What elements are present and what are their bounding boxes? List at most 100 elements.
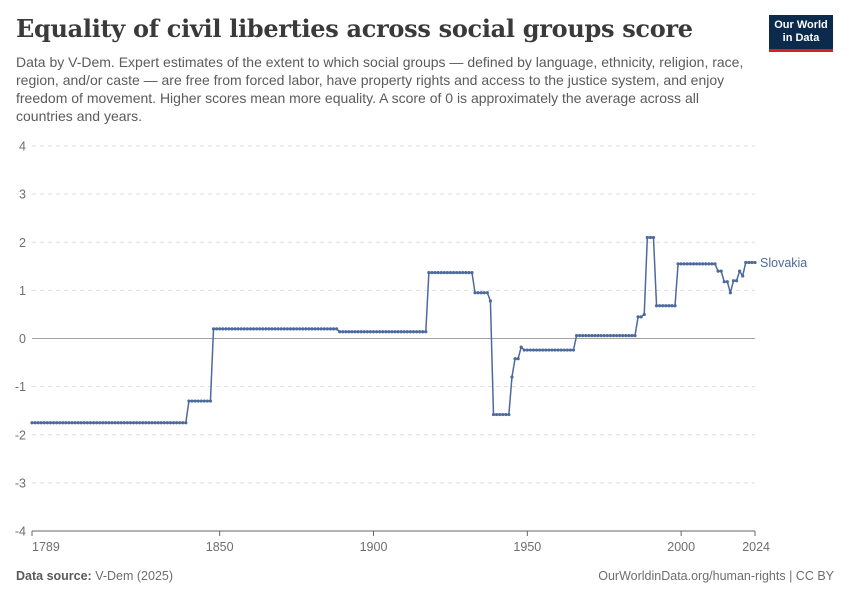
data-point bbox=[58, 421, 62, 425]
chart-subtitle: Data by V-Dem. Expert estimates of the e… bbox=[16, 54, 744, 124]
data-point bbox=[338, 330, 342, 334]
data-point bbox=[593, 334, 597, 338]
data-point bbox=[233, 327, 237, 331]
data-point bbox=[568, 348, 573, 352]
data-point bbox=[611, 334, 616, 338]
data-point bbox=[125, 421, 129, 425]
data-point bbox=[661, 304, 665, 308]
data-point bbox=[534, 348, 539, 352]
data-point bbox=[104, 421, 108, 425]
data-point bbox=[156, 421, 160, 425]
data-point bbox=[581, 334, 585, 338]
data-point bbox=[165, 421, 169, 425]
data-point bbox=[682, 262, 686, 266]
data-point bbox=[451, 270, 456, 275]
x-tick-label: 1900 bbox=[360, 540, 388, 554]
data-point bbox=[522, 348, 526, 352]
data-point bbox=[322, 327, 326, 331]
data-point bbox=[461, 270, 465, 275]
footer-link[interactable]: OurWorldinData.org/human-rights | CC BY bbox=[598, 569, 834, 583]
data-point bbox=[64, 421, 68, 425]
data-point bbox=[510, 375, 514, 379]
data-point bbox=[418, 330, 422, 334]
data-point bbox=[464, 270, 468, 275]
data-point bbox=[722, 280, 726, 284]
data-point bbox=[648, 235, 653, 240]
data-point bbox=[707, 262, 711, 266]
data-point bbox=[562, 348, 566, 352]
data-point bbox=[116, 421, 120, 425]
data-point bbox=[473, 291, 477, 295]
data-point bbox=[334, 327, 339, 331]
data-point bbox=[368, 330, 373, 334]
data-point bbox=[651, 235, 656, 240]
data-point bbox=[396, 330, 400, 334]
data-point bbox=[673, 304, 677, 308]
data-point bbox=[387, 330, 391, 334]
data-point bbox=[73, 421, 77, 425]
data-point bbox=[485, 291, 489, 295]
data-point bbox=[479, 291, 483, 295]
data-point bbox=[184, 421, 188, 425]
data-point bbox=[584, 334, 588, 338]
data-point bbox=[513, 357, 517, 361]
data-point bbox=[331, 327, 336, 331]
data-point bbox=[313, 327, 317, 331]
data-source-value[interactable]: V-Dem (2025) bbox=[95, 569, 174, 583]
data-point bbox=[171, 421, 176, 425]
data-point bbox=[113, 421, 117, 425]
data-point bbox=[110, 421, 114, 425]
y-tick-label: 4 bbox=[19, 140, 26, 154]
data-point bbox=[276, 327, 280, 331]
data-point bbox=[670, 304, 674, 308]
data-point bbox=[178, 421, 182, 425]
data-point bbox=[630, 334, 634, 338]
data-point bbox=[734, 279, 739, 283]
data-point bbox=[578, 334, 582, 338]
data-point bbox=[79, 421, 83, 425]
data-point bbox=[273, 327, 277, 331]
data-point bbox=[282, 327, 286, 331]
data-point bbox=[264, 327, 268, 331]
data-point bbox=[304, 327, 308, 331]
data-point bbox=[556, 348, 560, 352]
data-point bbox=[350, 330, 354, 334]
data-point bbox=[202, 399, 206, 403]
data-point bbox=[70, 421, 74, 425]
data-point bbox=[719, 269, 723, 273]
data-point bbox=[270, 327, 274, 331]
data-point bbox=[371, 330, 376, 334]
y-tick-label: 0 bbox=[19, 332, 26, 346]
data-point bbox=[405, 330, 409, 334]
data-point bbox=[378, 330, 382, 334]
y-tick-label: -3 bbox=[15, 476, 26, 490]
series-line-slovakia bbox=[32, 236, 755, 424]
y-tick-label: -4 bbox=[15, 525, 26, 539]
data-point bbox=[550, 348, 554, 352]
data-point bbox=[291, 327, 296, 331]
owid-logo[interactable]: Our World in Data bbox=[769, 15, 833, 52]
y-tick-label: -1 bbox=[15, 380, 26, 394]
data-point bbox=[144, 421, 148, 425]
data-point bbox=[359, 330, 363, 334]
data-point bbox=[747, 260, 751, 265]
data-point bbox=[168, 421, 173, 425]
data-point bbox=[119, 421, 123, 425]
data-point bbox=[187, 399, 191, 403]
data-point bbox=[39, 421, 43, 425]
data-point bbox=[467, 270, 471, 275]
data-point bbox=[384, 330, 388, 334]
data-point bbox=[587, 334, 591, 338]
data-point bbox=[639, 315, 643, 319]
data-point bbox=[421, 330, 425, 334]
data-point bbox=[153, 421, 157, 425]
data-point bbox=[553, 348, 557, 352]
data-point bbox=[261, 327, 265, 331]
data-point bbox=[298, 327, 302, 331]
data-point bbox=[482, 291, 486, 295]
data-point bbox=[245, 327, 249, 331]
data-point bbox=[159, 421, 163, 425]
data-point bbox=[716, 269, 720, 273]
data-point bbox=[208, 399, 213, 403]
data-point bbox=[694, 262, 699, 266]
